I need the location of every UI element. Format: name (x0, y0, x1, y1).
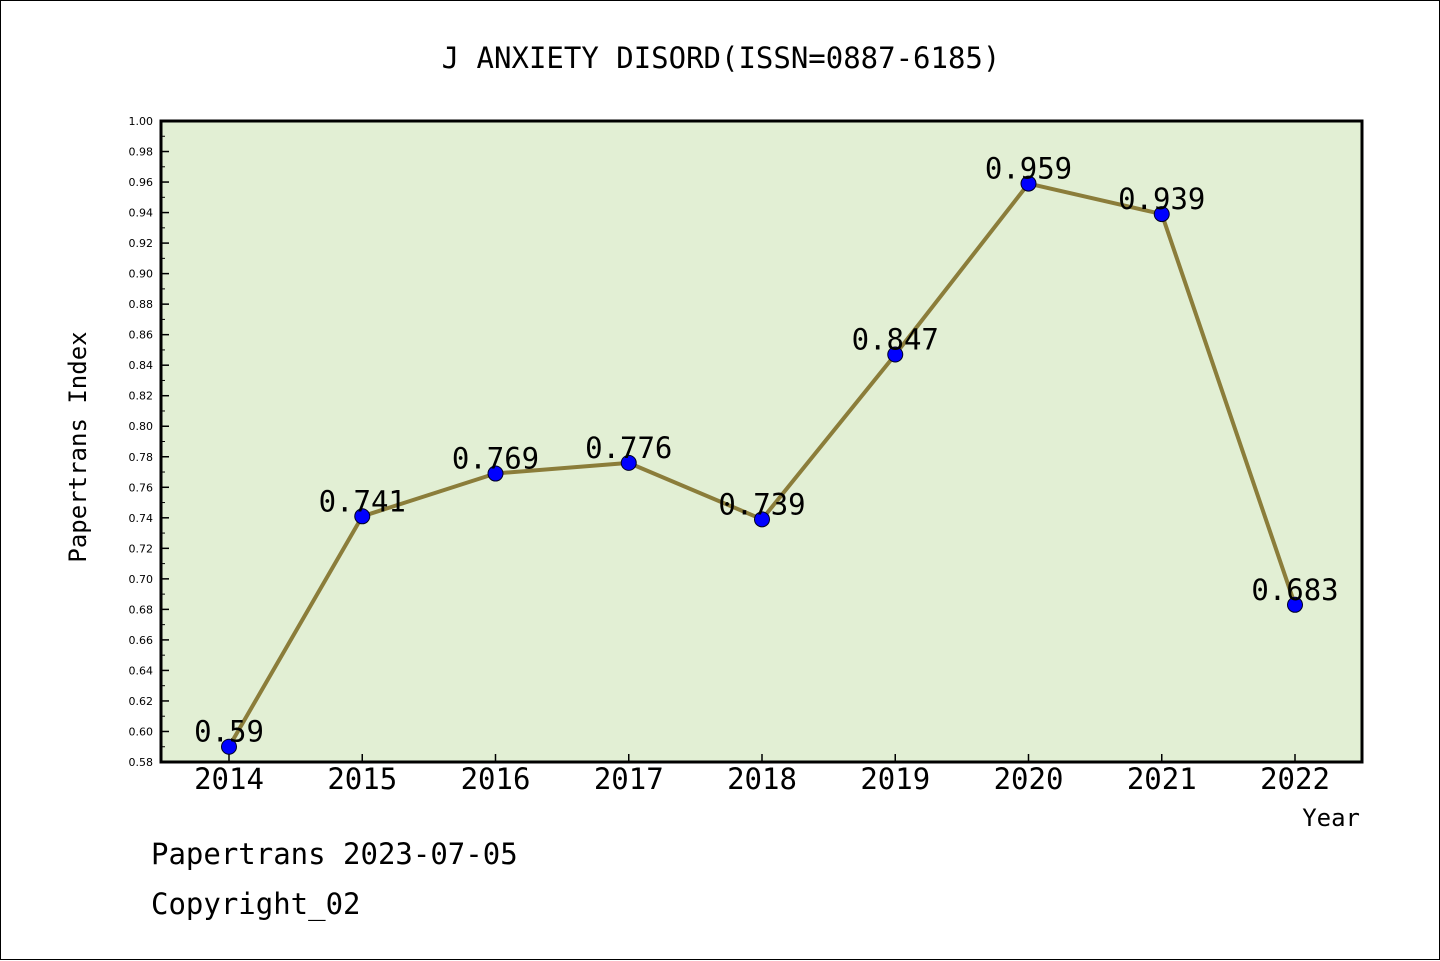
x-tick-label: 2016 (461, 762, 531, 796)
y-tick-label: 0.60 (129, 725, 154, 738)
data-markers (221, 175, 1303, 755)
x-tick-label: 2021 (1127, 762, 1197, 796)
y-tick-label: 0.92 (129, 237, 154, 250)
y-tick-label: 0.72 (129, 542, 154, 555)
y-tick-label: 0.66 (129, 634, 154, 647)
data-label: 0.741 (319, 484, 406, 518)
y-tick-label: 0.74 (129, 512, 154, 525)
y-tick-label: 0.70 (129, 573, 154, 586)
data-point (1287, 596, 1303, 613)
data-label: 0.847 (852, 323, 939, 357)
x-tick-label: 2020 (994, 762, 1064, 796)
data-point (754, 511, 770, 528)
plot-border (159, 119, 1364, 764)
data-point (221, 738, 237, 755)
data-label: 0.939 (1118, 182, 1205, 216)
footer-date: Papertrans 2023-07-05 (151, 837, 518, 871)
data-label: 0.776 (585, 431, 672, 465)
y-tick-label: 0.78 (129, 451, 154, 464)
x-tick-label: 2018 (727, 762, 797, 796)
y-tick-label: 0.94 (129, 207, 154, 220)
y-tick-label: 0.58 (129, 756, 154, 769)
y-axis: 0.58 0.60 0.62 0.64 0.66 0.68 0.70 0.72 0.74 0.76… (129, 115, 169, 769)
y-tick-label: 1.00 (129, 115, 154, 128)
y-tick-label: 0.64 (129, 664, 154, 677)
data-point (887, 346, 904, 363)
data-point (354, 508, 371, 525)
x-tick-label: 2015 (327, 762, 397, 796)
y-tick-label: 0.80 (129, 420, 154, 433)
y-tick-label: 0.96 (129, 176, 154, 189)
y-tick-label: 0.68 (129, 603, 154, 616)
data-label: 0.959 (985, 152, 1072, 186)
data-label: 0.59 (194, 715, 264, 749)
x-axis: 2014 2015 2016 2017 2018 2019 2020 2021 2022 (194, 754, 1330, 796)
data-label: 0.769 (452, 442, 539, 476)
data-point (620, 454, 637, 471)
y-tick-label: 0.62 (129, 695, 154, 708)
x-axis-label: Year (1302, 804, 1360, 832)
data-point (1153, 206, 1170, 223)
y-tick-label: 0.82 (129, 390, 154, 403)
plot-area (161, 121, 1362, 762)
footer-copyright: Copyright_02 (151, 887, 361, 921)
chart-title: J ANXIETY DISORD(ISSN=0887-6185) (442, 41, 1001, 75)
y-tick-label: 0.98 (129, 146, 154, 159)
y-tick-label: 0.90 (129, 268, 154, 281)
data-label: 0.683 (1251, 573, 1338, 607)
x-tick-label: 2017 (594, 762, 664, 796)
y-tick-label: 0.84 (129, 359, 154, 372)
y-axis-label: Papertrans Index (64, 331, 92, 562)
x-tick-label: 2014 (194, 762, 264, 796)
data-point (1020, 175, 1037, 192)
data-labels: 0.59 0.741 0.769 0.776 0.739 0.847 0.959 0.939 0… (194, 152, 1339, 749)
y-tick-label: 0.86 (129, 329, 154, 342)
y-tick-label: 0.76 (129, 481, 154, 494)
data-point (487, 465, 504, 482)
x-tick-label: 2019 (860, 762, 930, 796)
x-tick-label: 2022 (1260, 762, 1330, 796)
y-tick-label: 0.88 (129, 298, 154, 311)
data-label: 0.739 (718, 487, 805, 521)
